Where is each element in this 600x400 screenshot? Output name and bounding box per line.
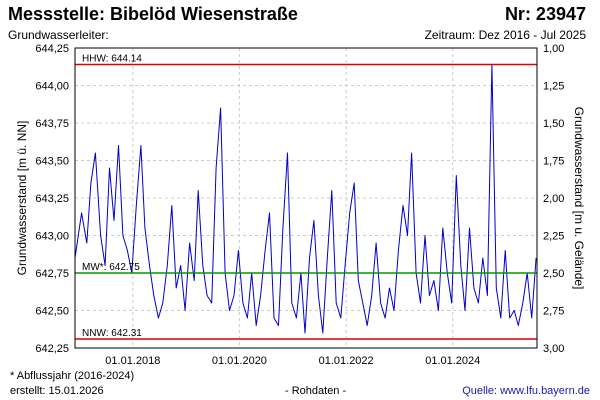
grid: [75, 48, 537, 348]
period-label: Zeitraum: Dez 2016 - Jul 2025: [424, 28, 586, 42]
reference-label-max: HHW: 644.14: [82, 54, 142, 65]
x-tick-label: 01.01.2022: [319, 355, 374, 367]
y-right-tick-label: 2,00: [543, 193, 564, 205]
y-right-tick-label: 2,25: [543, 231, 564, 243]
aquifer-label: Grundwasserleiter:: [8, 28, 109, 42]
y-tick-label: 643,00: [35, 231, 69, 243]
x-tick-label: 01.01.2018: [105, 355, 160, 367]
reference-label-mean: MW*: 642.75: [82, 262, 140, 273]
y-tick-label: 643,25: [35, 193, 69, 205]
y-tick-label: 642,50: [35, 306, 69, 318]
y-tick-label: 643,75: [35, 118, 69, 130]
groundwater-level-line: [74, 64, 537, 334]
y-right-tick-label: 3,00: [543, 343, 564, 355]
y-tick-label: 644,25: [35, 43, 69, 55]
y-tick-label: 643,50: [35, 156, 69, 168]
footnote: * Abflussjahr (2016-2024): [10, 370, 135, 382]
plot-frame: [74, 47, 538, 349]
y-tick-label: 642,25: [35, 343, 69, 355]
source-link[interactable]: Quelle: www.lfu.bayern.de: [462, 385, 590, 397]
x-tick-label: 01.01.2024: [425, 355, 480, 367]
y-right-tick-label: 2,50: [543, 268, 564, 280]
raw-data-label: - Rohdaten -: [285, 385, 347, 397]
station-number: Nr: 23947: [504, 4, 586, 24]
created-date: erstellt: 15.01.2026: [10, 385, 104, 397]
y-tick-label: 644,00: [35, 81, 69, 93]
y-axis-label-right: Grundwasserstand [m u. Gelände]: [572, 107, 586, 290]
y-right-tick-label: 1,25: [543, 81, 564, 93]
reference-label-min: NNW: 642.31: [82, 328, 142, 339]
y-right-tick-label: 2,75: [543, 306, 564, 318]
y-axis-label-left: Grundwasserstand [m ü. NN]: [15, 121, 29, 276]
series-layer: [74, 64, 537, 334]
x-tick-label: 01.01.2020: [212, 355, 267, 367]
y-right-tick-label: 1,75: [543, 156, 564, 168]
y-right-tick-label: 1,00: [543, 43, 564, 55]
station-title: Messstelle: Bibelöd Wiesenstraße: [8, 4, 298, 24]
axis-ticks: 644,25 1,00 644,00 1,25 643,75 1,50 643,50 1,75…: [35, 43, 564, 367]
y-tick-label: 642,75: [35, 268, 69, 280]
reference-lines: HHW: 644.14 MW*: 642.75 NNW: 642.31: [75, 54, 537, 340]
y-right-tick-label: 1,50: [543, 118, 564, 130]
